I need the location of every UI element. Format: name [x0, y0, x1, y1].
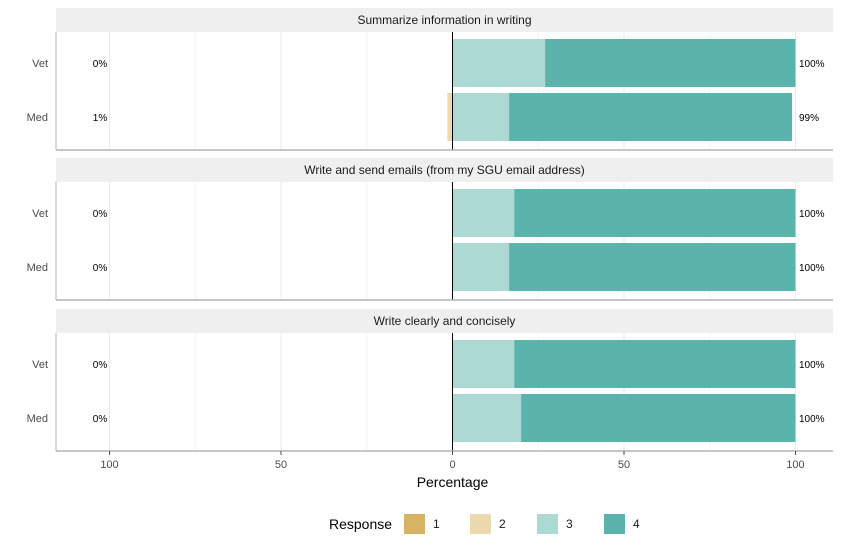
x-tick-label: 50: [618, 459, 630, 471]
x-tick-label: 50: [275, 459, 287, 471]
category-label: Med: [27, 413, 48, 425]
legend-label-3: 3: [566, 517, 573, 531]
left-percent-label: 0%: [93, 209, 108, 220]
panel-title: Write and send emails (from my SGU email…: [304, 163, 585, 177]
x-tick-label: 0: [449, 459, 455, 471]
bar-segment-response-3: [452, 243, 510, 291]
legend-title: Response: [329, 516, 392, 532]
category-label: Vet: [32, 208, 48, 220]
left-percent-label: 0%: [93, 59, 108, 70]
left-percent-label: 0%: [93, 263, 108, 274]
panel-strip: [56, 8, 833, 32]
panel-strip: [56, 158, 833, 182]
bar-segment-response-4: [514, 340, 796, 388]
category-label: Med: [27, 262, 48, 274]
bar-segment-response-4: [509, 243, 796, 291]
left-percent-label: 0%: [93, 414, 108, 425]
bar-segment-response-4: [514, 189, 796, 237]
right-percent-label: 100%: [799, 263, 825, 274]
bar-segment-response-3: [452, 394, 522, 442]
x-tick-label: 100: [100, 459, 118, 471]
x-axis-title: Percentage: [417, 474, 489, 490]
bar-segment-response-4: [545, 39, 796, 87]
right-percent-label: 99%: [799, 113, 819, 124]
bar-segment-response-3: [452, 93, 510, 141]
panel-strip: [56, 309, 833, 333]
x-tick-label: 100: [786, 459, 804, 471]
legend-key-1: [404, 514, 425, 534]
bar-segment-response-4: [509, 93, 793, 141]
category-label: Vet: [32, 359, 48, 371]
bar-segment-response-2: [447, 93, 453, 141]
panel-title: Write clearly and concisely: [374, 314, 516, 328]
bar-segment-response-3: [452, 340, 515, 388]
category-label: Vet: [32, 58, 48, 70]
legend-key-2: [470, 514, 491, 534]
legend-label-4: 4: [633, 517, 640, 531]
right-percent-label: 100%: [799, 414, 825, 425]
panel-title: Summarize information in writing: [357, 13, 531, 27]
bar-segment-response-3: [452, 189, 515, 237]
legend-label-1: 1: [433, 517, 440, 531]
bar-segment-response-4: [521, 394, 796, 442]
category-label: Med: [27, 112, 48, 124]
left-percent-label: 1%: [93, 113, 108, 124]
right-percent-label: 100%: [799, 360, 825, 371]
bar-segment-response-3: [452, 39, 546, 87]
legend-label-2: 2: [499, 517, 506, 531]
left-percent-label: 0%: [93, 360, 108, 371]
legend-key-4: [604, 514, 625, 534]
right-percent-label: 100%: [799, 209, 825, 220]
right-percent-label: 100%: [799, 59, 825, 70]
legend-key-3: [537, 514, 558, 534]
